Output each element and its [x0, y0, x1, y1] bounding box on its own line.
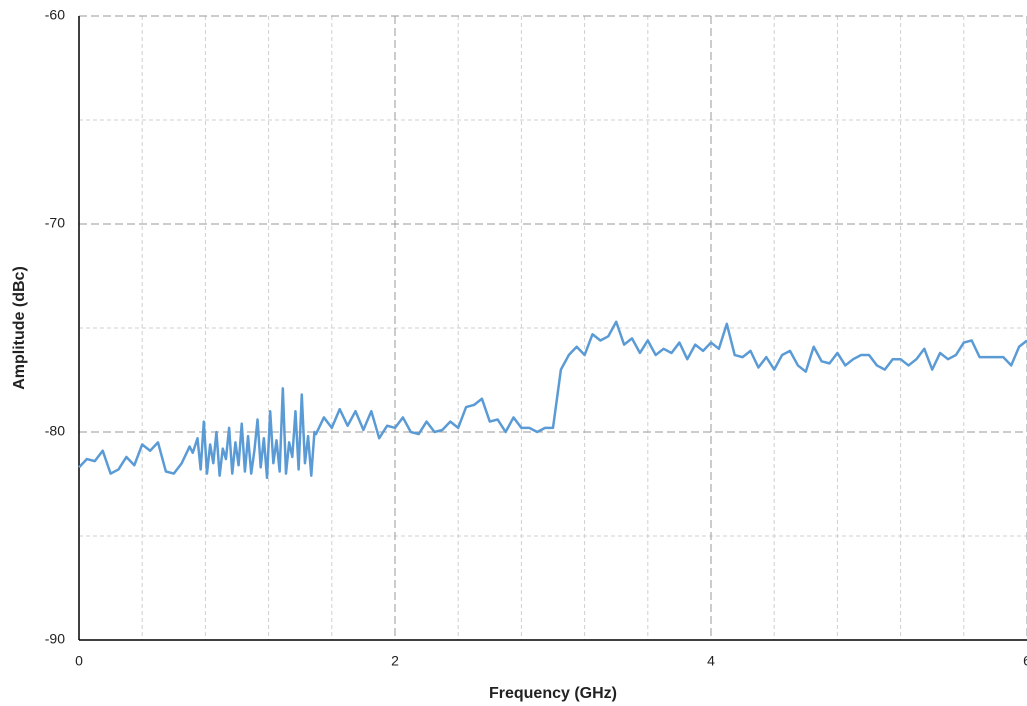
x-tick-label: 0: [75, 653, 83, 669]
y-tick-label: -80: [45, 423, 65, 439]
data-line: [78, 320, 1027, 480]
y-axis-title: Amplitude (dBc): [11, 266, 28, 390]
x-tick-label: 4: [707, 653, 715, 669]
y-tick-label: -60: [45, 7, 65, 23]
y-tick-label: -90: [45, 631, 65, 647]
x-tick-label: 2: [391, 653, 399, 669]
x-axis-title: Frequency (GHz): [489, 685, 617, 702]
y-tick-label: -70: [45, 215, 65, 231]
x-tick-label: 6: [1023, 653, 1027, 669]
